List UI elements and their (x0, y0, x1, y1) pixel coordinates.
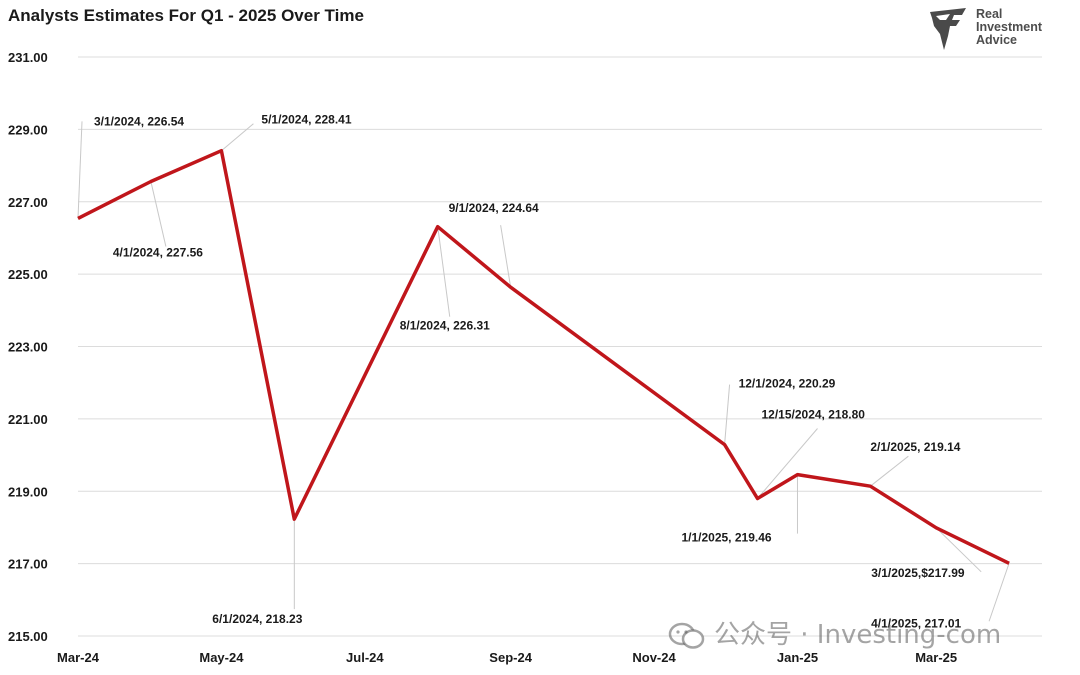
data-label: 12/1/2024, 220.29 (739, 377, 836, 391)
y-tick-label: 215.00 (8, 629, 48, 644)
logo-line-2: Investment (976, 20, 1042, 34)
y-tick-label: 219.00 (8, 484, 48, 499)
x-tick-label: Jul-24 (346, 650, 384, 665)
leader-line (500, 225, 512, 288)
x-tick-label: Nov-24 (632, 650, 676, 665)
y-axis-ticks: 231.00 229.00 227.00 225.00 223.00 221.00 219.… (8, 50, 48, 644)
y-tick-label: 221.00 (8, 412, 48, 427)
x-tick-label: Sep-24 (489, 650, 532, 665)
watermark-text: 公众号 · Investing-com (714, 620, 1002, 650)
data-label: 6/1/2024, 218.23 (212, 612, 302, 626)
leader-line (77, 121, 83, 219)
x-tick-label: Mar-24 (57, 650, 100, 665)
leader-line (870, 455, 909, 487)
leader-line (988, 563, 1010, 622)
data-label: 1/1/2025, 219.46 (681, 531, 771, 545)
logo-line-1: Real (976, 7, 1003, 21)
y-tick-label: 231.00 (8, 50, 48, 65)
data-label: 4/1/2025, 217.01 (871, 616, 961, 630)
x-tick-label: Jan-25 (777, 650, 818, 665)
x-axis-ticks: Mar-24 May-24 Jul-24 Sep-24 Nov-24 Jan-25 Mar-… (57, 650, 957, 665)
leader-line (935, 527, 982, 573)
data-label: 3/1/2024, 226.54 (94, 114, 184, 128)
y-tick-label: 227.00 (8, 195, 48, 210)
eagle-icon (930, 8, 966, 50)
brand-logo: Real Investment Advice (926, 6, 1066, 54)
leader-line (757, 428, 818, 499)
wechat-icon (668, 622, 705, 649)
y-tick-label: 217.00 (8, 557, 48, 572)
logo-text: Real Investment Advice (976, 8, 1042, 47)
data-label: 4/1/2024, 227.56 (113, 245, 203, 259)
logo-line-3: Advice (976, 33, 1017, 47)
data-label: 2/1/2025, 219.14 (870, 440, 960, 454)
data-labels: 3/1/2024, 226.54 4/1/2024, 227.56 5/1/2024… (94, 113, 965, 631)
data-label: 8/1/2024, 226.31 (400, 319, 490, 333)
y-tick-label: 225.00 (8, 267, 48, 282)
data-label: 5/1/2024, 228.41 (261, 113, 351, 127)
leader-line (150, 181, 167, 247)
data-label: 12/15/2024, 218.80 (762, 407, 866, 421)
series-line (77, 148, 1010, 565)
chart-title: Analysts Estimates For Q1 - 2025 Over Ti… (8, 6, 364, 25)
data-label: 3/1/2025,$217.99 (871, 566, 965, 580)
data-label: 9/1/2024, 224.64 (449, 201, 539, 215)
watermark: 公众号 · Investing-com (668, 614, 1001, 651)
gridlines (78, 56, 1042, 637)
x-tick-label: Mar-25 (915, 650, 957, 665)
leader-line (724, 384, 731, 445)
leader-line (437, 226, 451, 317)
label-leader-lines (77, 121, 1010, 622)
x-tick-label: May-24 (199, 650, 244, 665)
y-tick-label: 223.00 (8, 340, 48, 355)
leader-line (221, 123, 254, 152)
y-tick-label: 229.00 (8, 122, 48, 137)
